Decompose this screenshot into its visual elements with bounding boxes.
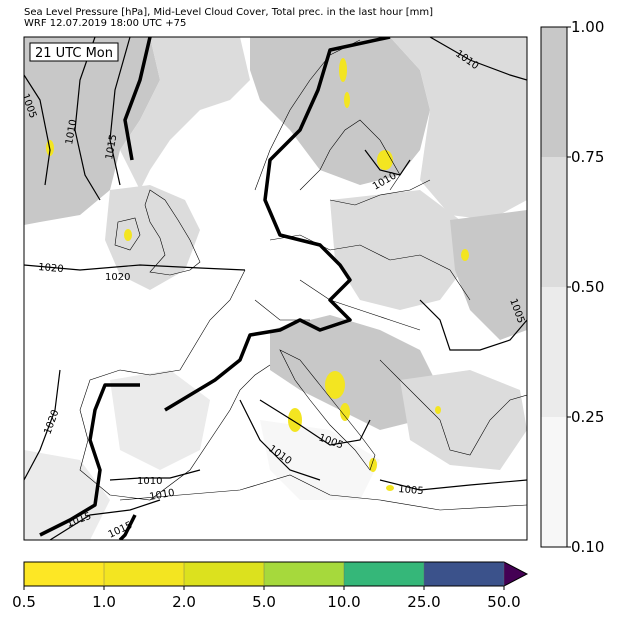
isobar-label: 1010 [149, 488, 176, 503]
cloud-colorbar-tick-label: 0.75 [571, 148, 604, 166]
precip-colorbar-segment-2 [184, 562, 264, 586]
precip-colorbar-segment-5 [424, 562, 504, 586]
precip-spot-russia [461, 249, 469, 261]
isobar-label: 1015 [104, 134, 119, 161]
precip-colorbar-segment-4 [344, 562, 424, 586]
precip-colorbar-tick-label: 1.0 [92, 593, 116, 611]
coastline-italy [279, 349, 376, 471]
isobar-label: 1020 [38, 262, 64, 275]
precip-colorbar-tick-label: 25.0 [407, 593, 440, 611]
coastline-france-iberia [79, 269, 271, 501]
map-frame [23, 36, 528, 541]
cloud-area-scandinavia [250, 37, 430, 185]
coastline-north-africa [119, 474, 527, 511]
isobar-label: 1010 [137, 476, 162, 487]
precip-colorbar-tick-label: 5.0 [252, 593, 276, 611]
cloud-area-greece [400, 370, 527, 470]
cloud-colorbar-tick-label: 1.00 [571, 18, 604, 36]
cloud-area-alps-balkans [270, 315, 440, 430]
isobar-1005-italy [259, 399, 371, 446]
coastlines-borders-layer [79, 39, 527, 511]
cloud-area-baltic-east [390, 37, 527, 220]
precip-spot-norway-1 [339, 58, 347, 82]
precip-spot-norway-2 [344, 92, 350, 108]
precip-colorbar-tick-label: 10.0 [327, 593, 360, 611]
isobar-1010-baltic [364, 149, 411, 176]
cloud-area-central-europe [330, 190, 470, 310]
thick-line-southwest [118, 514, 137, 540]
precip-spot-italy-north [325, 371, 345, 399]
precip-spot-italy-west [288, 408, 302, 432]
valid-time-frame [29, 42, 119, 62]
precip-colorbar-tick-label: 50.0 [487, 593, 520, 611]
chart-title-line2: WRF 12.07.2019 18:00 UTC +75 [24, 18, 187, 29]
precip-spot-ionian [386, 485, 394, 491]
precip-colorbar-tick-label: 2.0 [172, 593, 196, 611]
cloud-area-atlantic-light [120, 37, 250, 190]
precip-colorbar: 0.5 1.0 2.0 5.0 10.0 25.0 50.0 [12, 561, 529, 611]
isobar-1005-south [379, 479, 527, 491]
isobar-1005-east [419, 299, 527, 351]
valid-time-label: 21 UTC Mon [35, 46, 113, 61]
isobar-1015-atlantic [109, 37, 131, 186]
coastline-ireland [114, 217, 141, 251]
precip-spot-sweden [377, 150, 393, 170]
cloud-colorbar-segment-075-100 [541, 27, 567, 157]
isobar-1020-iberia [24, 369, 61, 481]
cloud-area-med-south [260, 420, 380, 500]
isobar-1020-west [24, 264, 246, 271]
isobar-label: 1020 [105, 272, 130, 283]
coastline-baltic [329, 179, 431, 206]
cloud-area-atlantic-northwest [24, 37, 160, 225]
cloud-colorbar-segment-025-050 [541, 287, 567, 417]
thick-contour-layer [39, 37, 391, 540]
cloud-area-southwest [24, 450, 110, 540]
precip-spot-ireland [124, 229, 132, 241]
precip-colorbar-tick-label: 0.5 [12, 593, 36, 611]
precip-spot-sicily [369, 458, 377, 472]
thick-line-scandinavia [164, 37, 391, 412]
cloud-cover-layer [24, 37, 527, 540]
precip-spot-italy-central [340, 403, 350, 421]
precip-spot-balkans [435, 406, 441, 414]
coastline-balkans-greece [379, 359, 527, 456]
coastline-scandinavia [254, 39, 401, 191]
isobar-1010-south [239, 399, 321, 481]
isobar-1015-africa [49, 499, 161, 540]
cloud-area-iberia-scattered [110, 370, 210, 470]
isobar-label: 1005 [398, 484, 424, 497]
isobar-1010-scandinavia [429, 37, 527, 81]
isobar-layer [24, 37, 527, 540]
coastline-great-britain [144, 189, 201, 276]
isobar-1010-iberia [109, 469, 201, 481]
cloud-colorbar-tick-label: 0.10 [571, 538, 604, 556]
map-panel: 1005 1010 1015 1020 1010 1010 1020 1020 … [23, 36, 528, 541]
precip-colorbar-segment-0 [24, 562, 104, 586]
cloud-colorbar-tick-label: 0.50 [571, 278, 604, 296]
precip-colorbar-extend-arrow [504, 562, 527, 586]
cloud-colorbar-segment-050-075 [541, 157, 567, 287]
cloud-colorbar-tick-label: 0.25 [571, 408, 604, 426]
valid-time-box: 21 UTC Mon [29, 42, 119, 62]
isobar-1005-iceland [24, 74, 51, 186]
cloud-area-britain [105, 185, 200, 290]
cloud-colorbar: 1.00 0.75 0.50 0.25 0.10 [540, 18, 604, 556]
isobar-1010-atlantic [74, 37, 101, 201]
chart-title-line1: Sea Level Pressure [hPa], Mid-Level Clou… [24, 7, 434, 18]
thick-line-northern [123, 37, 152, 161]
isobar-label: 1010 [64, 119, 79, 146]
cloud-area-eastern-europe [450, 210, 527, 340]
cloud-colorbar-segment-010-025 [541, 417, 567, 547]
precip-colorbar-segment-3 [264, 562, 344, 586]
precip-colorbar-segment-1 [104, 562, 184, 586]
thick-line-iberia [39, 383, 140, 537]
